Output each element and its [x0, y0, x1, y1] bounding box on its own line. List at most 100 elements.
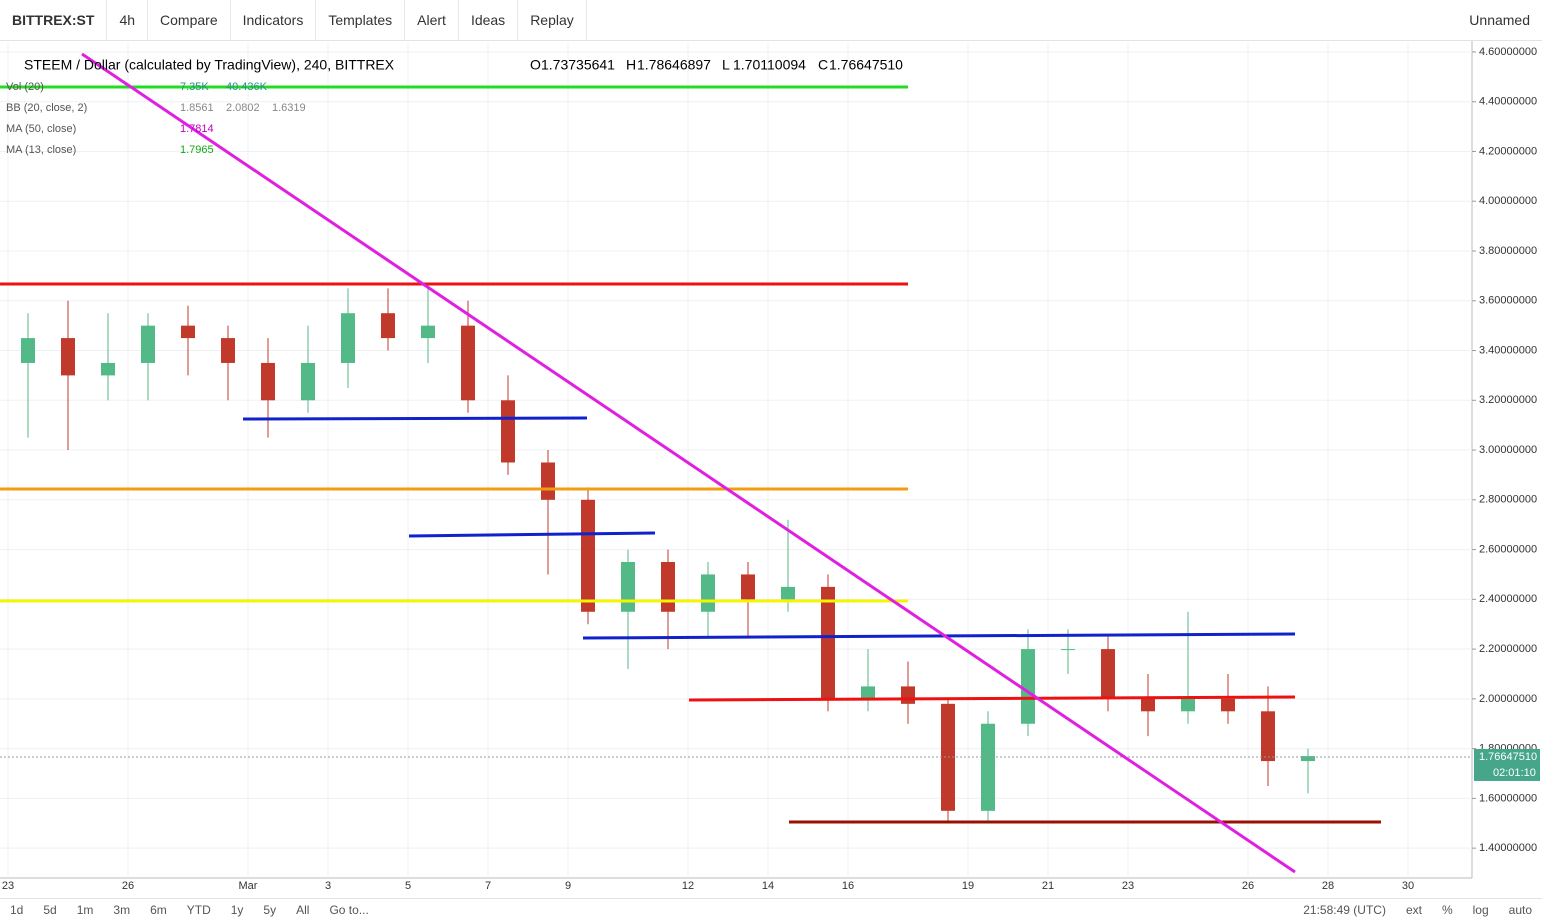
- indicator-name: BB (20, close, 2): [6, 102, 87, 114]
- symbol[interactable]: BITTREX:ST: [0, 0, 108, 40]
- candle-body: [181, 325, 195, 339]
- ohlc-label: L: [722, 57, 730, 73]
- layout-name[interactable]: Unnamed: [1469, 12, 1530, 28]
- last-price-box: [1474, 748, 1540, 781]
- candle-body: [381, 313, 395, 339]
- x-tick-label: 26: [122, 880, 134, 892]
- candle-body: [261, 362, 275, 401]
- toolbar-button[interactable]: Templates: [316, 0, 406, 40]
- scale-option[interactable]: %: [1441, 903, 1453, 917]
- candle-body: [1301, 756, 1315, 762]
- x-tick-label: 23: [2, 880, 14, 892]
- x-tick-label: 26: [1242, 880, 1254, 892]
- toolbar-button[interactable]: Ideas: [459, 0, 519, 40]
- y-tick-label: 1.40000000: [1479, 842, 1537, 854]
- candle-body: [1261, 711, 1275, 762]
- indicator-value: 7.35K: [180, 81, 209, 93]
- drawing-line[interactable]: [582, 632, 1296, 640]
- ohlc-label: C: [818, 57, 828, 73]
- scale-option[interactable]: ext: [1405, 903, 1422, 917]
- candle-body: [581, 499, 595, 612]
- indicator-value: 1.6319: [272, 102, 306, 114]
- drawing-line[interactable]: [242, 416, 588, 421]
- y-tick-label: 2.00000000: [1479, 693, 1537, 705]
- range-button[interactable]: 6m: [150, 903, 167, 917]
- x-tick-label: 5: [405, 880, 411, 892]
- x-tick-label: 23: [1122, 880, 1134, 892]
- scale-option[interactable]: log: [1472, 903, 1489, 917]
- range-button[interactable]: 3m: [113, 903, 131, 917]
- chart: 1.400000001.600000001.800000002.00000000…: [0, 41, 1542, 898]
- y-tick-label: 2.80000000: [1479, 494, 1537, 506]
- x-tick-label: 30: [1402, 880, 1414, 892]
- y-tick-label: 4.00000000: [1479, 195, 1537, 207]
- y-tick-label: 3.40000000: [1479, 344, 1537, 356]
- range-button[interactable]: All: [296, 903, 310, 917]
- y-tick-label: 3.00000000: [1479, 444, 1537, 456]
- drawing-line[interactable]: [688, 695, 1296, 702]
- range-button[interactable]: 5d: [43, 903, 57, 917]
- x-tick-label: 19: [962, 880, 974, 892]
- x-tick-label: 3: [325, 880, 331, 892]
- candle-body: [1221, 698, 1235, 712]
- candle-body: [621, 562, 635, 612]
- goto[interactable]: Go to...: [329, 903, 369, 917]
- trend-line[interactable]: [81, 52, 1296, 874]
- toolbar-button[interactable]: Replay: [518, 0, 587, 40]
- x-tick-label: Mar: [239, 880, 258, 892]
- ohlc-value: 1.70110094: [733, 57, 806, 73]
- candle-body: [901, 686, 915, 704]
- y-tick-label: 3.80000000: [1479, 245, 1537, 257]
- candle-body: [1061, 649, 1075, 651]
- ohlc-value: 1.73735641: [541, 57, 615, 73]
- indicator-name: MA (13, close): [6, 144, 76, 156]
- y-tick-label: 1.60000000: [1479, 792, 1537, 804]
- y-tick-label: 4.40000000: [1479, 96, 1537, 108]
- y-tick-label: 2.20000000: [1479, 643, 1537, 655]
- legend-title: STEEM / Dollar (calculated by TradingVie…: [24, 57, 395, 73]
- toolbar-button[interactable]: Compare: [148, 0, 231, 40]
- candle-body: [821, 586, 835, 699]
- range-button[interactable]: 5y: [263, 903, 277, 917]
- candle-body: [781, 586, 795, 600]
- candle-body: [101, 362, 115, 376]
- x-tick-label: 7: [485, 880, 491, 892]
- candle-body: [301, 362, 315, 401]
- range-button[interactable]: 1d: [10, 903, 24, 917]
- range-button[interactable]: 1m: [76, 903, 94, 917]
- y-tick-label: 3.60000000: [1479, 295, 1537, 307]
- x-tick-label: 9: [565, 880, 571, 892]
- last-price-label: 1.76647510: [1479, 751, 1537, 763]
- indicator-value: 2.0802: [226, 102, 260, 114]
- drawing-line[interactable]: [408, 531, 656, 538]
- ohlc-value: 1.76647510: [829, 57, 903, 73]
- toolbar-button[interactable]: Alert: [405, 0, 459, 40]
- candle-body: [1141, 698, 1155, 712]
- candle-body: [661, 562, 675, 612]
- y-tick-label: 2.60000000: [1479, 543, 1537, 555]
- y-tick-label: 4.20000000: [1479, 145, 1537, 157]
- y-tick-label: 2.40000000: [1479, 593, 1537, 605]
- toolbar: BITTREX:ST 4h Compare Indicators Templates…: [0, 0, 1542, 41]
- toolbar-button[interactable]: Indicators: [231, 0, 317, 40]
- x-tick-label: 14: [762, 880, 774, 892]
- range-button[interactable]: 1y: [230, 903, 244, 917]
- range-button[interactable]: YTD: [186, 903, 211, 917]
- bottom-bar: 1d 5d 1m 3m 6m YTD 1y 5y All Go to... 21:58:49 (…: [0, 898, 1542, 921]
- x-tick-label: 28: [1322, 880, 1334, 892]
- countdown-label: 02:01:10: [1493, 767, 1536, 779]
- candle-body: [1021, 649, 1035, 724]
- candle-body: [861, 686, 875, 699]
- interval[interactable]: 4h: [107, 0, 149, 40]
- x-tick-label: 12: [682, 880, 694, 892]
- y-tick-label: 4.60000000: [1479, 46, 1537, 58]
- indicator-value: 1.7814: [180, 123, 214, 135]
- candle-body: [541, 462, 555, 500]
- y-tick-label: 3.20000000: [1479, 394, 1537, 406]
- drawings: [0, 52, 1381, 874]
- indicator-name: MA (50, close): [6, 123, 76, 135]
- candle-body: [221, 338, 235, 363]
- ohlc-label: O: [530, 57, 541, 73]
- indicator-value: 1.7965: [180, 144, 214, 156]
- scale-option[interactable]: auto: [1508, 903, 1532, 917]
